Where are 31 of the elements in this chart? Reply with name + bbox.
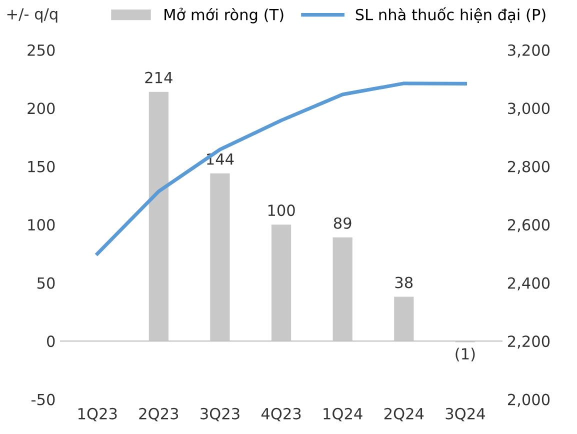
y-tick-label: 50: [37, 277, 55, 289]
x-tick-label: 4Q23: [261, 408, 301, 422]
line-series: [96, 82, 468, 256]
x-tick-label: 1Q24: [324, 408, 362, 422]
y-axis-title: +/- q/q: [7, 8, 58, 23]
x-tick-label: 1Q23: [78, 408, 117, 422]
y-tick-label: 0: [47, 336, 55, 348]
x-tick-label: 2Q23: [139, 408, 178, 422]
y2-tick-label: 3,000: [508, 102, 550, 116]
y-tick-label: 250: [28, 44, 55, 56]
data-label: 38: [395, 276, 413, 288]
data-label: 144: [207, 153, 234, 165]
y-tick-label: 150: [28, 160, 55, 172]
x-tick-label: 3Q23: [200, 408, 240, 422]
data-label: 100: [268, 204, 295, 216]
data-label: (1): [456, 348, 475, 362]
y-tick-label: -50: [32, 394, 55, 406]
x-tick-label: 3Q24: [446, 408, 485, 422]
data-label: 214: [145, 72, 172, 84]
x-tick-label: 2Q24: [384, 408, 424, 422]
y2-tick-label: 2,800: [508, 160, 550, 174]
y2-tick-label: 2,000: [508, 394, 550, 407]
y2-tick-label: 2,400: [508, 277, 550, 290]
y-tick-label: 200: [28, 102, 55, 114]
legend-label: SL nhà thuốc hiện đại (P): [356, 7, 546, 23]
y-tick-label: 100: [28, 219, 55, 231]
y2-tick-label: 2,600: [508, 219, 550, 232]
data-label: 89: [334, 217, 352, 229]
y2-tick-label: 3,200: [508, 44, 550, 58]
legend-label: Mở mới ròng (T): [164, 8, 284, 24]
y2-tick-label: 2,200: [508, 336, 550, 349]
